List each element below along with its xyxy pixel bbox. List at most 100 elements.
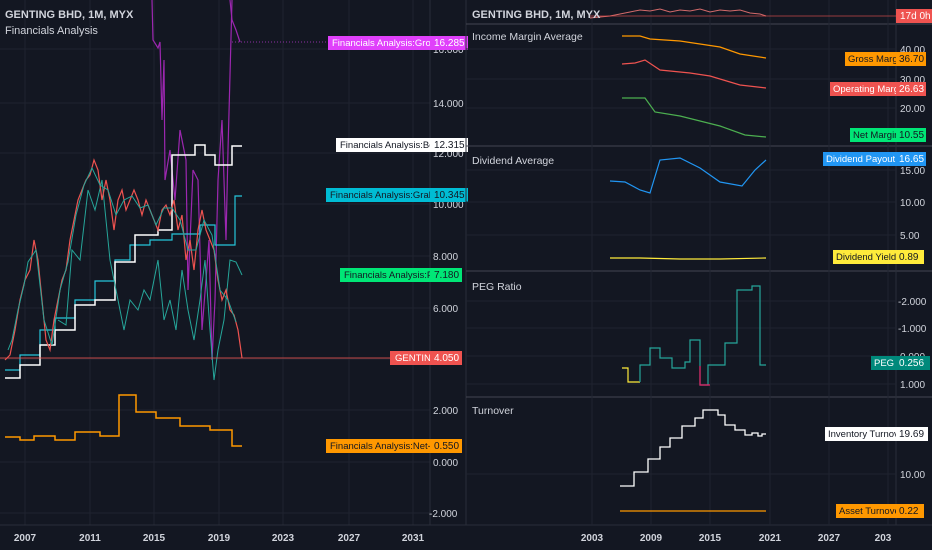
- svg-text:Financials Analysis:Net-Net: Financials Analysis:Net-Net: [330, 441, 446, 452]
- netnet-label: Financials Analysis:Net-Net 0.550: [326, 439, 462, 453]
- dividend-title: Dividend Average: [472, 155, 554, 167]
- svg-text:7.180: 7.180: [434, 270, 459, 281]
- svg-text:Asset Turnover: Asset Turnover: [839, 506, 903, 517]
- left-indicator: Financials Analysis: [5, 25, 98, 37]
- y-tick: -1.000: [898, 324, 927, 335]
- svg-text:Gross Margin: Gross Margin: [848, 54, 905, 65]
- svg-text:10.345: 10.345: [434, 190, 465, 201]
- yield-label: Dividend Yield % 0.89: [833, 250, 924, 264]
- x-tick: 2015: [699, 533, 722, 544]
- x-tick: 2015: [143, 533, 166, 544]
- svg-text:19.69: 19.69: [899, 429, 924, 440]
- svg-text:36.70: 36.70: [899, 54, 924, 65]
- netnet-line: [5, 394, 242, 447]
- svg-text:16.285: 16.285: [434, 38, 465, 49]
- svg-text:Dividend Yield %: Dividend Yield %: [836, 252, 908, 263]
- pe-line: [57, 179, 243, 381]
- y-tick: 16.000: [433, 45, 464, 56]
- svg-text:0.256: 0.256: [899, 358, 924, 369]
- payout-label: Dividend Payout % 16.65: [823, 152, 926, 166]
- svg-text:26.63: 26.63: [899, 84, 924, 95]
- y-tick: -2.000: [429, 509, 458, 520]
- peg-line: [639, 285, 766, 386]
- x-tick: 2031: [402, 533, 425, 544]
- peg-line-red: [699, 366, 710, 386]
- svg-text:Financials Analysis:Graham: Financials Analysis:Graham: [330, 190, 447, 201]
- graham-line: [5, 195, 242, 371]
- countdown-badge: 17d 0h: [896, 9, 932, 23]
- svg-text:Net Margin: Net Margin: [853, 130, 899, 141]
- y-tick: 30.00: [900, 75, 925, 86]
- price-candles: [4, 158, 243, 361]
- svg-text:16.65: 16.65: [899, 154, 924, 165]
- x-tick: 2007: [14, 533, 37, 544]
- x-tick: 2009: [640, 533, 663, 544]
- gross-line: [622, 35, 767, 59]
- inventory-label: Inventory Turnover 19.69: [825, 427, 928, 441]
- y-tick: 1.000: [900, 380, 925, 391]
- y-tick: 10.00: [900, 198, 925, 209]
- svg-text:GENTING: GENTING: [395, 353, 438, 364]
- mini-price: [589, 8, 767, 19]
- inventory-line: [620, 409, 766, 487]
- svg-text:Financials Analysis:P/E: Financials Analysis:P/E: [344, 270, 442, 281]
- y-tick: 0.000: [433, 458, 458, 469]
- y-tick: 10.00: [900, 470, 925, 481]
- y-tick: 8.000: [433, 252, 458, 263]
- peg-label: PEG 0.256: [871, 356, 930, 370]
- svg-text:0.89: 0.89: [899, 252, 919, 263]
- y-tick: 40.00: [900, 45, 925, 56]
- yield-line: [610, 257, 767, 260]
- book-label: Financials Analysis:Book 12.315: [336, 138, 468, 152]
- x-tick: 203: [875, 533, 892, 544]
- peg-line-yellow: [622, 367, 640, 383]
- x-tick: 2027: [818, 533, 841, 544]
- net-label: Net Margin 10.55: [850, 128, 926, 142]
- graham-label: Financials Analysis:Graham 10.345: [326, 188, 468, 202]
- svg-text:0.22: 0.22: [899, 506, 919, 517]
- x-tick: 2003: [581, 533, 604, 544]
- svg-text:4.050: 4.050: [434, 353, 459, 364]
- asset-label: Asset Turnover 0.22: [836, 504, 924, 518]
- growth-label: Financials Analysis:Growth 16.285: [328, 36, 468, 50]
- svg-text:Inventory Turnover: Inventory Turnover: [828, 429, 907, 440]
- net-line: [622, 97, 767, 138]
- price-label: GENTING 4.050: [390, 351, 462, 365]
- operating-label: Operating Margin 26.63: [830, 82, 926, 96]
- y-tick: 20.00: [900, 104, 925, 115]
- turnover-title: Turnover: [472, 405, 514, 417]
- svg-text:17d 0h: 17d 0h: [900, 11, 931, 22]
- right-symbol: GENTING BHD, 1M, MYX: [472, 9, 601, 21]
- peg-title: PEG Ratio: [472, 281, 522, 293]
- x-tick: 2019: [208, 533, 231, 544]
- growth-line: [151, 0, 233, 361]
- y-tick: 12.000: [433, 149, 464, 160]
- svg-text:12.315: 12.315: [434, 140, 465, 151]
- x-tick: 2011: [79, 533, 101, 544]
- y-tick: -2.000: [898, 297, 927, 308]
- svg-text:Financials Analysis:Book: Financials Analysis:Book: [340, 140, 445, 151]
- operating-line: [621, 59, 767, 89]
- x-tick: 2023: [272, 533, 295, 544]
- y-tick: 5.00: [900, 231, 920, 242]
- y-tick: 6.000: [433, 304, 458, 315]
- payout-line: [609, 157, 767, 194]
- x-tick: 2021: [759, 533, 782, 544]
- x-tick: 2027: [338, 533, 361, 544]
- svg-text:Operating Margin: Operating Margin: [833, 84, 906, 95]
- svg-text:Dividend Payout %: Dividend Payout %: [826, 154, 907, 165]
- left-symbol: GENTING BHD, 1M, MYX: [5, 9, 134, 21]
- pe-label: Financials Analysis:P/E 7.180: [340, 268, 462, 282]
- svg-text:0.550: 0.550: [434, 441, 459, 452]
- gross-label: Gross Margin 36.70: [845, 52, 926, 66]
- right-chart[interactable]: GENTING BHD, 1M, MYX 17d 0h Income Margi…: [465, 0, 932, 544]
- income-title: Income Margin Average: [472, 31, 583, 43]
- svg-text:Financials Analysis:Growth: Financials Analysis:Growth: [332, 38, 446, 49]
- svg-text:10.55: 10.55: [899, 130, 924, 141]
- y-tick: 10.000: [433, 200, 464, 211]
- y-tick: 14.000: [433, 99, 464, 110]
- y-tick: 2.000: [433, 406, 458, 417]
- y-tick: 15.00: [900, 166, 925, 177]
